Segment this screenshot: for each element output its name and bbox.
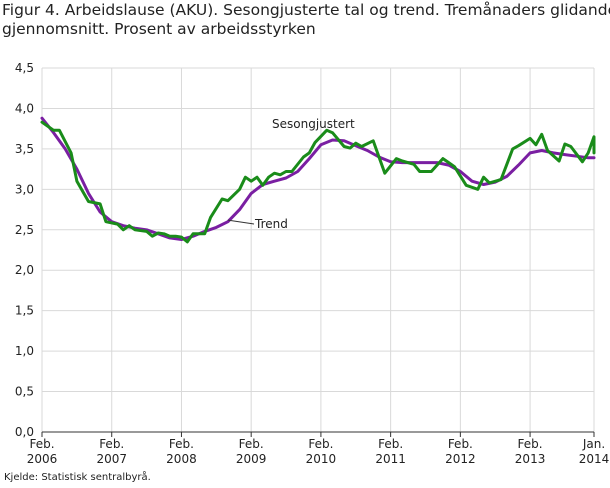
y-tick-label: 4,5 xyxy=(15,61,34,75)
x-tick-label: Feb. xyxy=(29,437,54,451)
annotation-trend: Trend xyxy=(254,217,288,231)
series-line-trend xyxy=(40,116,596,241)
x-tick-label-year: 2009 xyxy=(236,452,267,466)
annotation-sesongjustert: Sesongjustert xyxy=(272,117,355,131)
x-tick-label: Feb. xyxy=(308,437,333,451)
y-tick-label: 3,5 xyxy=(15,142,34,156)
grid-lines xyxy=(41,67,595,433)
chart-title-line-2: gjennomsnitt. Prosent av arbeidsstyrken xyxy=(2,20,316,38)
x-tick-label-year: 2010 xyxy=(306,452,337,466)
source-note: Kjelde: Statistisk sentralbyrå. xyxy=(4,472,151,483)
x-tick-label-year: 2006 xyxy=(27,452,58,466)
y-tick-label: 0,0 xyxy=(15,425,34,439)
y-tick-label: 2,0 xyxy=(15,263,34,277)
x-tick-label: Feb. xyxy=(99,437,124,451)
y-tick-label: 1,0 xyxy=(15,344,34,358)
axes: 0,00,51,01,52,02,53,03,54,04,5Feb.2006Fe… xyxy=(15,61,609,466)
x-tick-label: Jan. xyxy=(582,437,605,451)
annotation-leader-trend xyxy=(227,219,255,225)
y-tick-label: 3,0 xyxy=(15,182,34,196)
chart-title-line-1: Figur 4. Arbeidslause (AKU). Sesongjuste… xyxy=(2,1,610,19)
x-tick-label-year: 2007 xyxy=(96,452,127,466)
line-chart: 0,00,51,01,52,02,53,03,54,04,5Feb.2006Fe… xyxy=(15,61,609,466)
chart-title: Figur 4. Arbeidslause (AKU). Sesongjuste… xyxy=(2,1,610,39)
x-tick-label-year: 2014 xyxy=(579,452,610,466)
x-tick-label: Feb. xyxy=(169,437,194,451)
series-lines xyxy=(40,116,596,244)
y-tick-label: 4,0 xyxy=(15,101,34,115)
y-tick-label: 0,5 xyxy=(15,385,34,399)
x-tick-label-year: 2011 xyxy=(375,452,406,466)
series-line-sesongjustert xyxy=(40,120,596,244)
y-tick-label: 1,5 xyxy=(15,304,34,318)
annotations: Sesongjustert Trend xyxy=(227,117,355,231)
x-tick-label-year: 2012 xyxy=(445,452,476,466)
x-tick-label: Feb. xyxy=(378,437,403,451)
x-tick-label-year: 2008 xyxy=(166,452,197,466)
x-tick-label-year: 2013 xyxy=(515,452,546,466)
y-tick-label: 2,5 xyxy=(15,223,34,237)
x-tick-label: Feb. xyxy=(448,437,473,451)
x-tick-label: Feb. xyxy=(518,437,543,451)
x-tick-label: Feb. xyxy=(239,437,264,451)
